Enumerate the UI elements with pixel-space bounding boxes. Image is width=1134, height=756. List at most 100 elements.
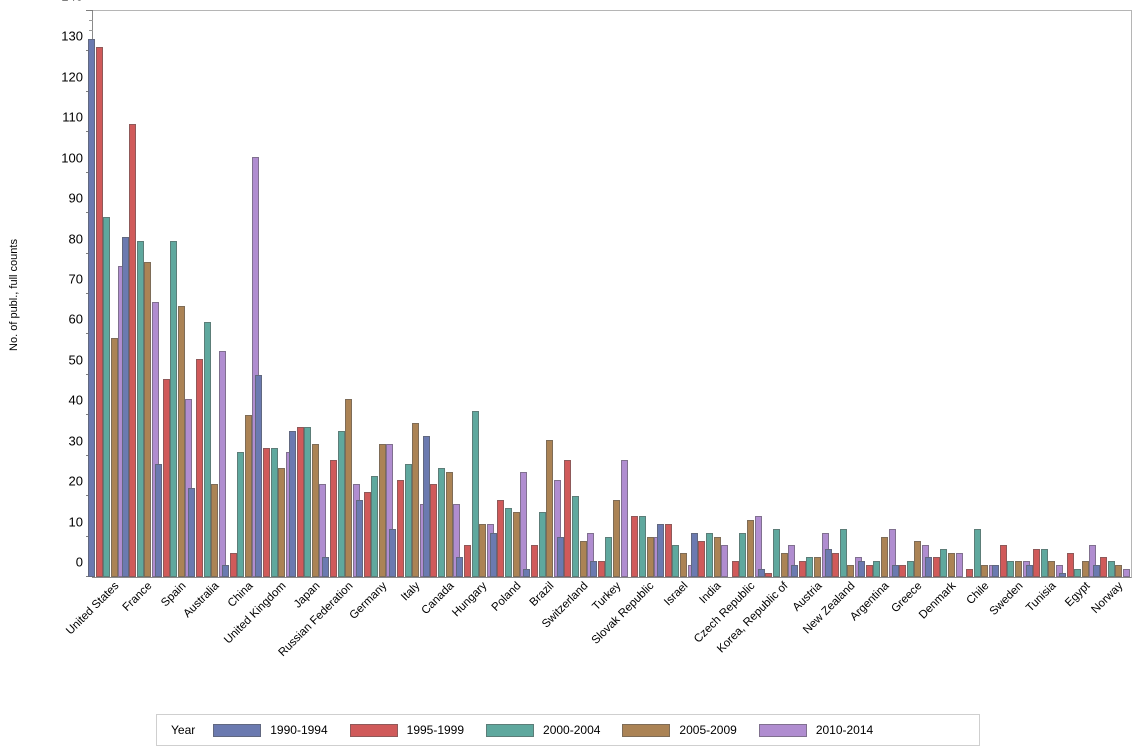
bar[interactable] <box>757 568 765 577</box>
bar[interactable] <box>355 500 363 577</box>
bar[interactable] <box>605 536 613 577</box>
bar[interactable] <box>278 467 286 577</box>
bar[interactable] <box>363 492 371 577</box>
bar[interactable] <box>378 443 386 577</box>
bar[interactable] <box>638 516 646 577</box>
bar[interactable] <box>288 431 296 577</box>
bar[interactable] <box>229 552 237 577</box>
legend-item[interactable]: 2010-2014 <box>758 723 873 737</box>
bar[interactable] <box>932 556 940 577</box>
bar[interactable] <box>546 439 554 577</box>
bar[interactable] <box>422 435 430 577</box>
bar[interactable] <box>1025 564 1033 577</box>
bar[interactable] <box>713 536 721 577</box>
bar[interactable] <box>832 552 840 577</box>
bar[interactable] <box>690 532 698 577</box>
bar[interactable] <box>572 496 579 577</box>
bar[interactable] <box>438 467 446 577</box>
bar[interactable] <box>925 556 933 577</box>
bar[interactable] <box>955 552 963 577</box>
bar[interactable] <box>136 241 144 577</box>
bar[interactable] <box>973 528 981 577</box>
bar[interactable] <box>798 560 806 577</box>
bar[interactable] <box>992 564 1000 577</box>
bar[interactable] <box>739 532 747 577</box>
bar[interactable] <box>914 540 922 577</box>
bar[interactable] <box>1014 560 1022 577</box>
bar[interactable] <box>1007 560 1015 577</box>
bar[interactable] <box>95 47 103 577</box>
bar[interactable] <box>322 556 330 577</box>
bar[interactable] <box>255 374 263 577</box>
bar[interactable] <box>196 358 204 577</box>
bar[interactable] <box>772 528 780 577</box>
bar[interactable] <box>389 528 397 577</box>
bar[interactable] <box>218 350 226 577</box>
bar[interactable] <box>520 471 528 577</box>
bar[interactable] <box>188 488 196 577</box>
bar[interactable] <box>371 475 379 577</box>
legend-item[interactable]: 2000-2004 <box>486 723 600 737</box>
legend-item[interactable]: 1990-1994 <box>213 723 328 737</box>
bar[interactable] <box>858 560 866 577</box>
bar[interactable] <box>1059 572 1067 577</box>
legend-item[interactable]: 1995-1999 <box>349 723 464 737</box>
bar[interactable] <box>471 411 479 577</box>
bar[interactable] <box>791 564 799 577</box>
bar[interactable] <box>263 447 271 577</box>
bar[interactable] <box>170 241 178 577</box>
bar[interactable] <box>177 306 185 577</box>
bar[interactable] <box>311 443 319 577</box>
bar[interactable] <box>1100 556 1108 577</box>
bar[interactable] <box>597 560 605 577</box>
bar[interactable] <box>664 524 672 577</box>
bar[interactable] <box>479 524 487 577</box>
bar[interactable] <box>940 548 948 577</box>
bar[interactable] <box>813 556 821 577</box>
bar[interactable] <box>806 556 814 577</box>
bar[interactable] <box>880 536 888 577</box>
bar[interactable] <box>463 544 471 577</box>
bar[interactable] <box>445 471 453 577</box>
bar[interactable] <box>906 560 914 577</box>
bar[interactable] <box>155 463 162 577</box>
bar[interactable] <box>765 572 773 577</box>
bar[interactable] <box>345 399 353 577</box>
bar[interactable] <box>129 124 137 577</box>
bar[interactable] <box>1081 560 1089 577</box>
bar[interactable] <box>747 520 755 577</box>
bar[interactable] <box>754 516 762 577</box>
bar[interactable] <box>330 459 338 577</box>
bar[interactable] <box>110 338 118 577</box>
bar[interactable] <box>613 500 621 577</box>
bar[interactable] <box>824 548 832 577</box>
bar[interactable] <box>590 560 598 577</box>
bar[interactable] <box>865 564 873 577</box>
bar[interactable] <box>672 544 680 577</box>
bar[interactable] <box>497 500 505 577</box>
bar[interactable] <box>839 528 847 577</box>
bar[interactable] <box>144 261 152 577</box>
bar[interactable] <box>162 378 170 577</box>
bar[interactable] <box>873 560 881 577</box>
bar[interactable] <box>657 524 665 577</box>
bar[interactable] <box>1066 552 1074 577</box>
bar[interactable] <box>88 39 96 577</box>
bar[interactable] <box>731 560 739 577</box>
bar[interactable] <box>296 427 304 577</box>
bar[interactable] <box>947 552 955 577</box>
bar[interactable] <box>304 427 312 577</box>
bar[interactable] <box>523 568 531 577</box>
bar[interactable] <box>430 484 438 577</box>
bar[interactable] <box>721 544 729 577</box>
bar[interactable] <box>564 459 572 577</box>
bar[interactable] <box>780 552 788 577</box>
bar[interactable] <box>646 536 654 577</box>
bar[interactable] <box>337 431 345 577</box>
bar[interactable] <box>489 532 497 577</box>
bar[interactable] <box>221 564 229 577</box>
bar[interactable] <box>1048 560 1056 577</box>
bar[interactable] <box>121 237 129 577</box>
bar[interactable] <box>270 447 278 577</box>
bar[interactable] <box>620 459 628 577</box>
